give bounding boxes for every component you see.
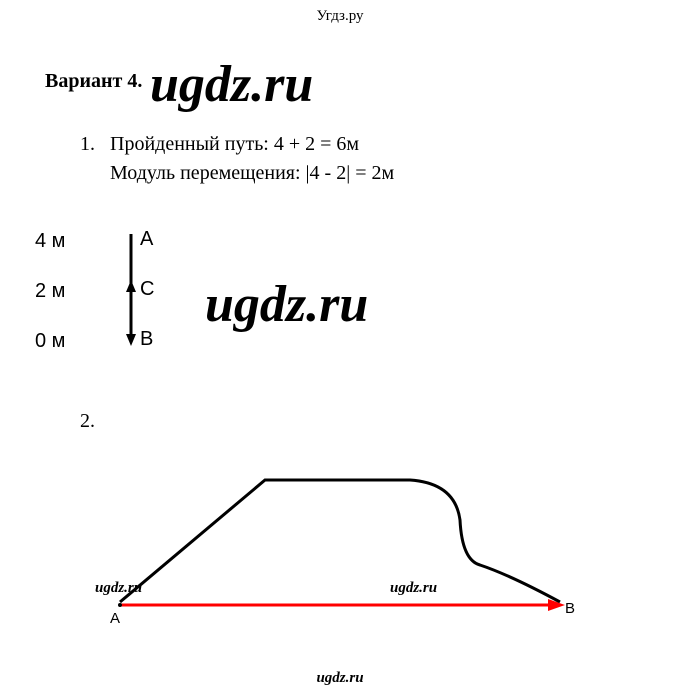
- watermark-large-1: ugdz.ru: [150, 55, 313, 114]
- variant-title: Вариант 4.: [45, 70, 142, 93]
- watermark-small-1: ugdz.ru: [95, 580, 142, 597]
- problem-1-number: 1.: [80, 130, 95, 159]
- point-a-label: A: [140, 228, 153, 251]
- point-b2-label: B: [565, 600, 575, 617]
- arrow-up-icon: [126, 280, 136, 292]
- point-c-label: C: [140, 278, 154, 301]
- watermark-large-2: ugdz.ru: [205, 275, 368, 334]
- watermark-footer: ugdz.ru: [0, 670, 680, 687]
- diagram-2: A B: [60, 450, 620, 630]
- problem-1-line2: Модуль перемещения: |4 - 2| = 2м: [110, 159, 394, 188]
- point-a2-label: A: [110, 610, 120, 627]
- trajectory-curve: [120, 480, 560, 602]
- problem-2-number: 2.: [80, 410, 95, 433]
- problem-1: 1. Пройденный путь: 4 + 2 = 6м Модуль пе…: [80, 130, 394, 188]
- arrow-down-icon: [126, 334, 136, 346]
- point-a-dot: [118, 603, 122, 607]
- point-b-label: B: [140, 328, 153, 351]
- watermark-small-2: ugdz.ru: [390, 580, 437, 597]
- problem-1-line1: Пройденный путь: 4 + 2 = 6м: [110, 130, 394, 159]
- page-header: Угдз.ру: [0, 0, 680, 25]
- diagram-2-svg: [60, 450, 620, 630]
